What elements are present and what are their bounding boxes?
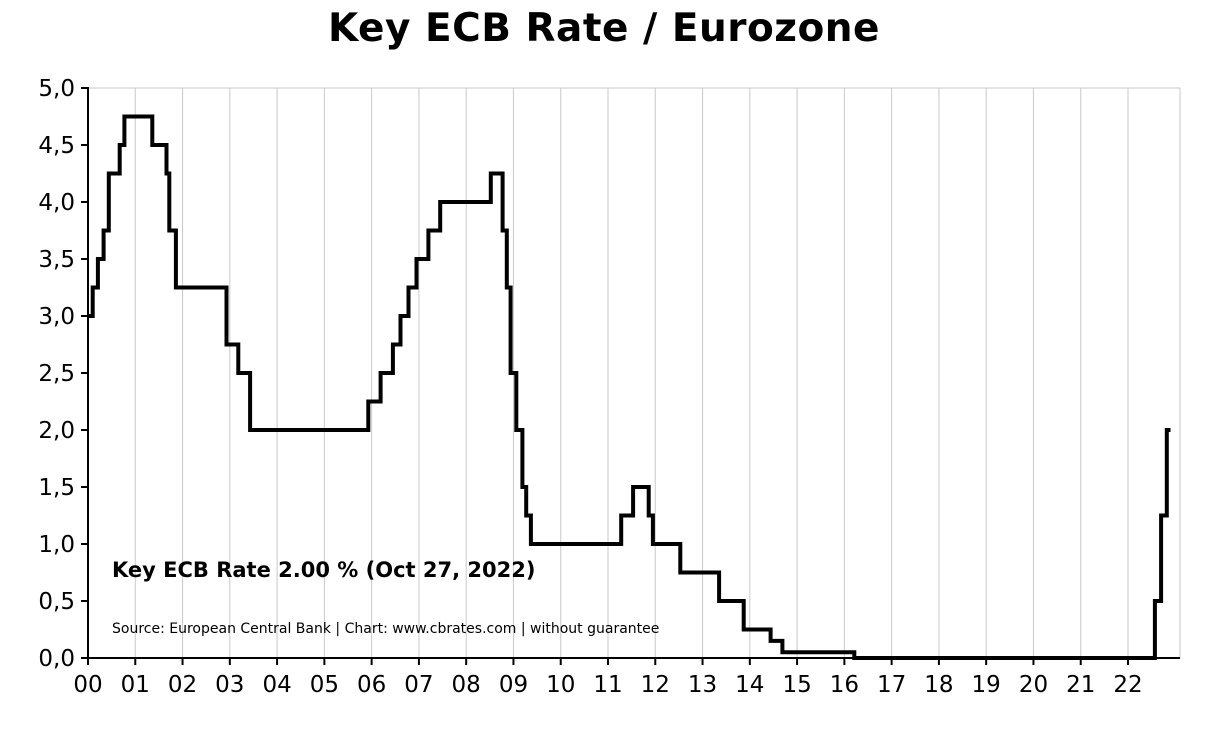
current-rate-annotation: Key ECB Rate 2.00 % (Oct 27, 2022): [112, 558, 536, 582]
x-tick-label: 16: [830, 672, 859, 698]
x-tick-label: 12: [641, 672, 670, 698]
key-ecb-rate-step-line: [88, 114, 1171, 660]
source-credit-text: Source: European Central Bank | Chart: w…: [112, 621, 660, 637]
y-tick-label: 5,0: [38, 76, 75, 102]
x-tick-label: 21: [1066, 672, 1095, 698]
x-tick-label: 09: [499, 672, 528, 698]
y-tick-label: 1,0: [38, 532, 75, 558]
x-tick-label: 00: [73, 672, 102, 698]
x-tick-label: 17: [877, 672, 906, 698]
x-tick-label: 13: [688, 672, 717, 698]
x-tick-label: 10: [546, 672, 575, 698]
x-tick-label: 05: [310, 672, 339, 698]
x-tick-label: 11: [593, 672, 622, 698]
y-tick-label: 4,0: [38, 190, 75, 216]
x-tick-label: 19: [972, 672, 1001, 698]
x-tick-label: 03: [215, 672, 244, 698]
x-tick-label: 02: [168, 672, 197, 698]
x-tick-label: 07: [404, 672, 433, 698]
x-tick-label: 18: [924, 672, 953, 698]
x-tick-label: 22: [1113, 672, 1142, 698]
y-tick-label: 3,5: [38, 247, 75, 273]
chart-title: Key ECB Rate / Eurozone: [327, 6, 881, 51]
y-tick-label: 0,5: [38, 589, 75, 615]
y-tick-label: 1,5: [38, 475, 75, 501]
y-tick-label: 3,0: [38, 304, 75, 330]
y-tick-label: 2,5: [38, 361, 75, 387]
y-tick-label: 0,0: [38, 646, 75, 672]
y-tick-label: 2,0: [38, 418, 75, 444]
x-tick-label: 20: [1019, 672, 1048, 698]
x-tick-label: 08: [452, 672, 481, 698]
x-tick-label: 15: [782, 672, 811, 698]
x-tick-label: 04: [262, 672, 291, 698]
x-tick-label: 01: [121, 672, 150, 698]
x-tick-label: 06: [357, 672, 386, 698]
y-tick-label: 4,5: [38, 133, 75, 159]
x-tick-label: 14: [735, 672, 764, 698]
